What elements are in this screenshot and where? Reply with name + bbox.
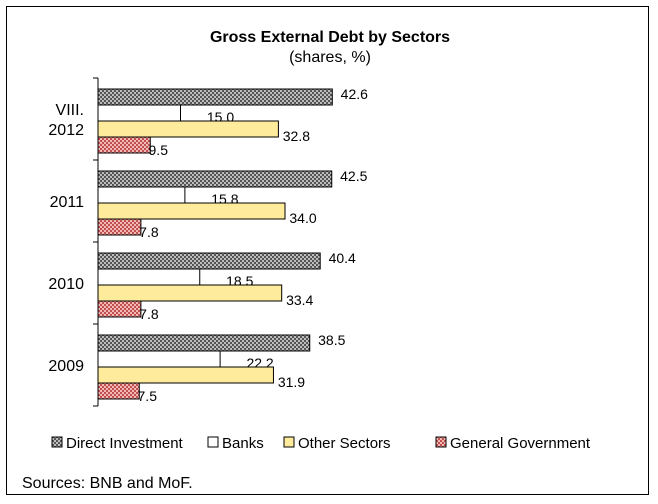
data-label: 7.8 xyxy=(139,224,159,240)
legend-swatch xyxy=(283,436,295,448)
plot-area: VIII.201242.615.032.89.5201142.515.834.0… xyxy=(48,77,368,407)
chart-subtitle: (shares, %) xyxy=(289,49,371,66)
bar-banks xyxy=(97,268,201,286)
category-label: VIII. xyxy=(56,102,84,119)
legend-label: Direct Investment xyxy=(66,435,184,452)
bar-direct-investment xyxy=(97,252,321,270)
bar-general-government xyxy=(97,300,142,318)
bar-general-government xyxy=(97,382,140,400)
source-note: Sources: BNB and MoF. xyxy=(22,475,193,492)
bar-other-sectors xyxy=(97,120,279,138)
data-label: 9.5 xyxy=(149,142,169,158)
data-label: 34.0 xyxy=(289,210,316,226)
bar-direct-investment xyxy=(97,170,333,188)
legend-label: General Government xyxy=(450,435,591,452)
chart-title: Gross External Debt by Sectors xyxy=(210,29,450,46)
bar-direct-investment xyxy=(97,334,311,352)
data-label: 32.8 xyxy=(283,128,310,144)
data-label: 42.5 xyxy=(340,168,367,184)
data-label: 42.6 xyxy=(341,86,368,102)
bar-other-sectors xyxy=(97,366,274,384)
bar-general-government xyxy=(97,136,151,154)
bar-other-sectors xyxy=(97,202,286,220)
bar-banks xyxy=(97,186,186,204)
bar-other-sectors xyxy=(97,284,283,302)
bar-banks xyxy=(97,350,221,368)
legend-swatch xyxy=(207,436,219,448)
legend: Direct Investment Banks Other Sectors Gener… xyxy=(51,435,591,452)
legend-label: Banks xyxy=(222,435,264,452)
legend-swatch xyxy=(51,436,63,448)
bar-general-government xyxy=(97,218,142,236)
legend-label: Other Sectors xyxy=(298,435,391,452)
legend-swatch xyxy=(435,436,447,448)
data-label: 7.8 xyxy=(139,306,159,322)
bar-direct-investment xyxy=(97,88,333,106)
data-label: 40.4 xyxy=(329,250,356,266)
category-label: 2009 xyxy=(48,358,84,375)
category-label: 2010 xyxy=(48,276,84,293)
data-label: 7.5 xyxy=(138,388,158,404)
bar-banks xyxy=(97,104,181,122)
chart-frame xyxy=(6,6,649,495)
data-label: 33.4 xyxy=(286,292,313,308)
data-label: 38.5 xyxy=(318,332,345,348)
category-label: 2011 xyxy=(50,194,85,211)
data-label: 31.9 xyxy=(278,374,305,390)
category-label: 2012 xyxy=(48,122,84,139)
